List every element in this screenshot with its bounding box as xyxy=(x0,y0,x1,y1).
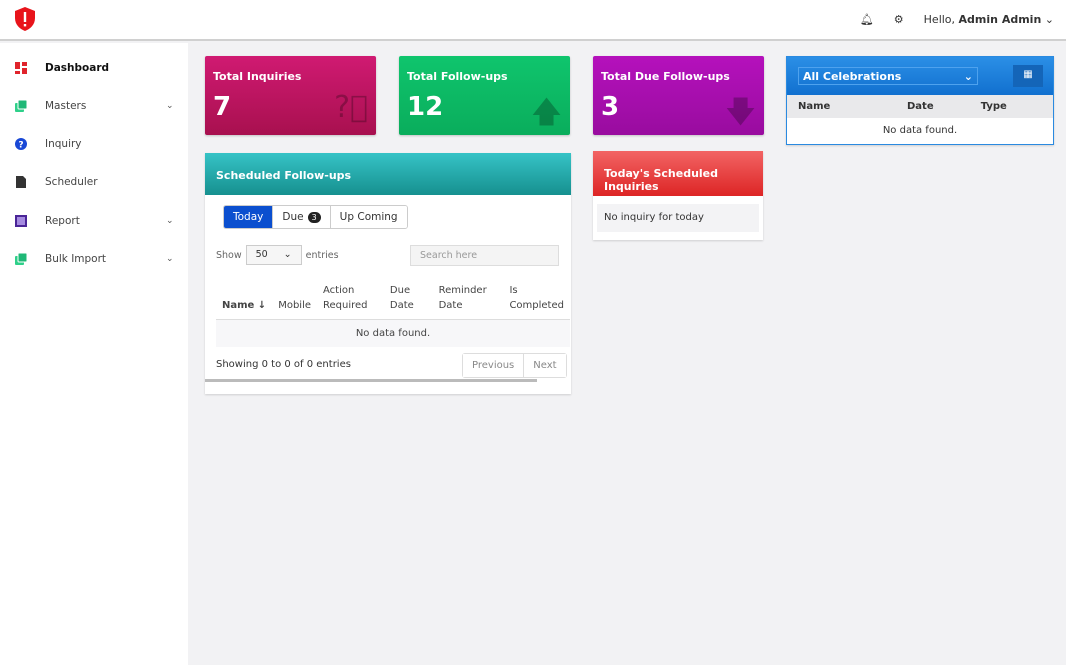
tab-label: Due xyxy=(282,211,304,223)
page-size-select[interactable]: 50 ⌄ xyxy=(245,245,302,265)
card-title: Total Follow-ups xyxy=(407,70,508,83)
sidebar-item-label: Scheduler xyxy=(45,176,98,188)
sidebar-item-scheduler[interactable]: Scheduler xyxy=(0,167,188,197)
celebrations-panel: All Celebrations ⌄ ▦ Name Date Type No data… xyxy=(786,56,1054,145)
sidebar: Dashboard Masters ⌄ ? Inquiry Scheduler … xyxy=(0,43,188,665)
card-value: 7 xyxy=(213,92,232,122)
follow-ups-table: Name ↓ Mobile Action Required Due Date R… xyxy=(216,281,570,347)
question-icon: ? xyxy=(15,138,27,150)
empty-message: No inquiry for today xyxy=(597,204,759,232)
arrow-down-icon: 🡇 xyxy=(725,95,756,130)
sidebar-item-report[interactable]: Report ⌄ xyxy=(0,206,188,236)
column-header[interactable]: Due Date xyxy=(383,281,433,320)
sidebar-item-masters[interactable]: Masters ⌄ xyxy=(0,91,188,121)
calendar-icon[interactable]: ▦ xyxy=(1013,65,1043,87)
svg-text:?: ? xyxy=(18,141,23,151)
todays-inquiries-panel: Today's Scheduled Inquiries No inquiry f… xyxy=(593,151,763,240)
user-name: Admin Admin xyxy=(958,13,1042,26)
show-label: Show xyxy=(216,249,242,261)
horizontal-scrollbar[interactable] xyxy=(205,379,537,382)
sidebar-item-inquiry[interactable]: ? Inquiry xyxy=(0,129,188,159)
chevron-down-icon: ⌄ xyxy=(166,216,174,226)
masters-icon xyxy=(15,100,27,112)
tab-label: Up Coming xyxy=(339,211,398,223)
tab-today[interactable]: Today xyxy=(224,206,274,228)
gear-icon[interactable]: ⚙ xyxy=(893,13,904,26)
total-inquiries-card[interactable]: Total Inquiries 7 ?⃝ xyxy=(205,56,376,135)
column-header: Date xyxy=(906,101,934,112)
file-icon xyxy=(16,176,26,188)
arrow-up-icon: 🡅 xyxy=(531,95,562,130)
card-title: Total Due Follow-ups xyxy=(601,70,730,83)
column-header[interactable]: Is Completed xyxy=(503,281,570,320)
sidebar-item-label: Report xyxy=(45,215,80,227)
column-header[interactable]: Action Required xyxy=(317,281,384,320)
panel-title: Scheduled Follow-ups xyxy=(205,153,571,195)
sidebar-item-dashboard[interactable]: Dashboard xyxy=(0,53,188,83)
next-button[interactable]: Next xyxy=(523,354,566,377)
total-due-follow-ups-card[interactable]: Total Due Follow-ups 3 🡇 xyxy=(593,56,764,135)
entries-label: entries xyxy=(305,249,339,261)
user-menu[interactable]: Hello, Admin Admin ⌄ xyxy=(924,13,1054,26)
card-title: Total Inquiries xyxy=(213,70,302,83)
showing-info: Showing 0 to 0 of 0 entries xyxy=(216,359,351,370)
total-follow-ups-card[interactable]: Total Follow-ups 12 🡅 xyxy=(399,56,570,135)
report-icon xyxy=(15,215,27,227)
sidebar-item-label: Inquiry xyxy=(45,138,82,150)
column-header[interactable]: Mobile xyxy=(272,281,318,320)
due-count-badge: 3 xyxy=(307,211,321,223)
column-header-name[interactable]: Name ↓ xyxy=(216,281,273,320)
dashboard-icon xyxy=(15,62,27,74)
celebration-type-select[interactable]: All Celebrations ⌄ xyxy=(798,67,978,85)
chevron-down-icon: ⌄ xyxy=(166,254,174,264)
sidebar-item-bulk-import[interactable]: Bulk Import ⌄ xyxy=(0,244,188,274)
tab-due[interactable]: Due 3 xyxy=(273,206,331,228)
column-header: Name xyxy=(798,101,831,112)
chevron-down-icon: ⌄ xyxy=(283,249,292,260)
chevron-down-icon: ⌄ xyxy=(166,101,174,111)
bell-icon[interactable]: 🔔︎ xyxy=(859,13,874,26)
column-header: Type xyxy=(980,101,1007,112)
tab-label: Today xyxy=(233,211,264,223)
panel-title: Today's Scheduled Inquiries xyxy=(593,151,763,196)
scheduled-follow-ups-panel: Scheduled Follow-ups Today Due 3 Up Comin… xyxy=(205,153,571,394)
selected-value: All Celebrations xyxy=(803,70,902,83)
pagination: Previous Next xyxy=(462,353,567,378)
sidebar-item-label: Masters xyxy=(45,100,87,112)
follow-up-tabs: Today Due 3 Up Coming xyxy=(223,205,408,229)
shield-alert-logo[interactable] xyxy=(14,6,36,32)
question-circle-icon: ?⃝ xyxy=(334,90,368,125)
chevron-down-icon: ⌄ xyxy=(1044,13,1054,26)
search-input[interactable]: Search here xyxy=(410,245,559,266)
import-icon xyxy=(15,253,27,265)
card-value: 3 xyxy=(601,92,620,122)
empty-message: No data found. xyxy=(216,319,570,347)
card-value: 12 xyxy=(407,92,444,122)
greeting: Hello, xyxy=(923,13,956,26)
tab-upcoming[interactable]: Up Coming xyxy=(330,206,407,228)
page-size-value: 50 xyxy=(255,249,268,260)
previous-button[interactable]: Previous xyxy=(463,354,524,377)
top-header: 🔔︎ ⚙ Hello, Admin Admin ⌄ xyxy=(0,0,1066,41)
sidebar-item-label: Bulk Import xyxy=(45,253,107,265)
empty-message: No data found. xyxy=(882,124,958,136)
column-header[interactable]: Reminder Date xyxy=(432,281,504,320)
sidebar-item-label: Dashboard xyxy=(45,62,110,74)
chevron-down-icon: ⌄ xyxy=(963,70,973,83)
